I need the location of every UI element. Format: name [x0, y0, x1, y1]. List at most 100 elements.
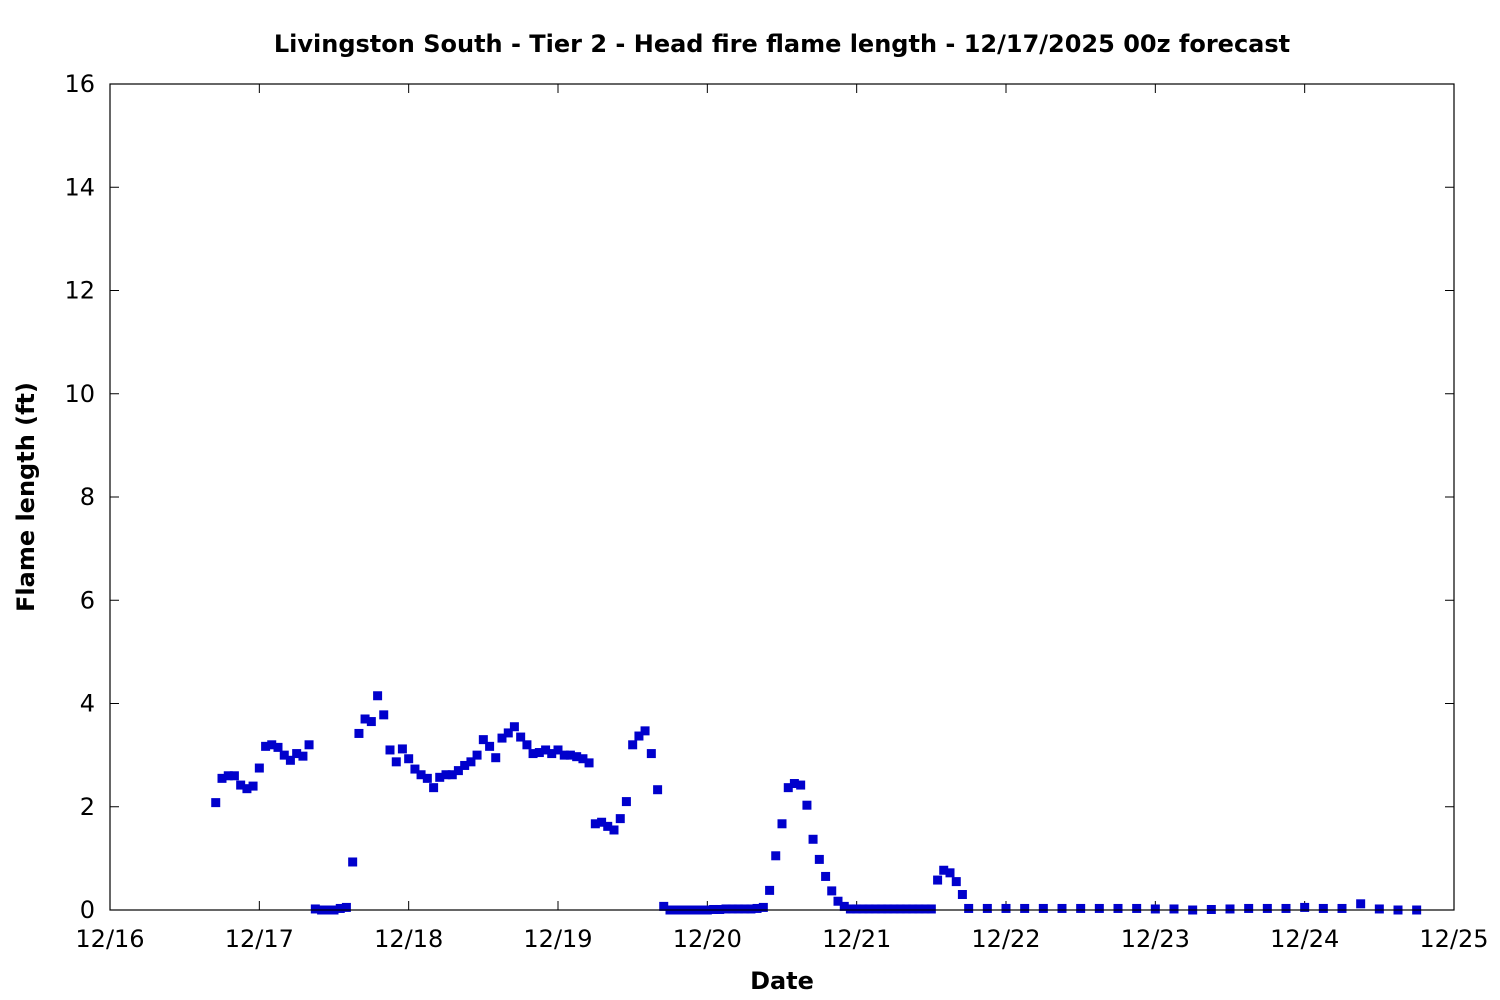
data-point — [640, 726, 650, 736]
data-point — [416, 770, 426, 780]
data-point — [516, 732, 526, 742]
data-point — [472, 750, 482, 760]
chart-title: Livingston South - Tier 2 - Head fire fl… — [274, 30, 1290, 58]
data-point — [864, 904, 874, 914]
data-point — [292, 749, 302, 759]
data-point — [1300, 902, 1310, 912]
data-point — [385, 745, 395, 755]
data-point — [1001, 903, 1011, 913]
data-point — [827, 886, 837, 896]
data-point — [1356, 899, 1366, 909]
data-point — [261, 741, 271, 751]
data-point — [522, 740, 532, 750]
y-tick-label: 4 — [80, 690, 95, 718]
data-point — [889, 904, 899, 914]
data-point — [858, 904, 868, 914]
data-point — [304, 740, 314, 750]
axis-ticks: 12/16 12/17 12/18 12/19 12/20 12/21 12/22 12/23… — [64, 70, 1488, 953]
data-point — [491, 753, 501, 763]
y-tick-label: 0 — [80, 896, 95, 924]
data-point — [603, 821, 613, 831]
x-tick-label: 12/17 — [225, 925, 294, 953]
data-point — [1020, 903, 1030, 913]
x-tick-label: 12/24 — [1270, 925, 1339, 953]
data-point — [845, 904, 855, 914]
data-point — [441, 770, 451, 780]
data-point — [1169, 904, 1179, 914]
data-point — [485, 741, 495, 751]
y-tick-label: 10 — [64, 380, 95, 408]
data-point — [802, 800, 812, 810]
data-point — [1113, 903, 1123, 913]
data-point — [833, 896, 843, 906]
x-tick-label: 12/19 — [523, 925, 592, 953]
data-point — [1262, 903, 1272, 913]
data-point — [273, 742, 283, 752]
data-point — [1374, 904, 1384, 914]
y-tick-label: 16 — [64, 70, 95, 98]
data-point — [883, 904, 893, 914]
data-point — [634, 731, 644, 741]
data-point — [964, 903, 974, 913]
y-tick-label: 8 — [80, 483, 95, 511]
data-point — [1094, 903, 1104, 913]
data-point — [223, 771, 233, 781]
y-tick-label: 6 — [80, 586, 95, 614]
data-point — [914, 904, 924, 914]
data-point — [733, 904, 743, 914]
data-point — [466, 757, 476, 767]
data-point — [229, 771, 239, 781]
data-point — [740, 904, 750, 914]
data-point — [541, 745, 551, 755]
y-tick-label: 12 — [64, 277, 95, 305]
data-point — [939, 865, 949, 875]
data-point — [578, 754, 588, 764]
data-point — [621, 797, 631, 807]
data-point — [503, 728, 513, 738]
data-point — [217, 773, 227, 783]
data-point — [310, 904, 320, 914]
data-point — [933, 875, 943, 885]
data-point — [771, 851, 781, 861]
data-point — [808, 834, 818, 844]
data-point — [870, 904, 880, 914]
data-point — [559, 750, 569, 760]
data-point — [422, 773, 432, 783]
data-point — [236, 780, 246, 790]
data-point — [821, 871, 831, 881]
data-point — [410, 764, 420, 774]
data-point — [765, 885, 775, 895]
data-point — [646, 749, 656, 759]
data-point — [926, 904, 936, 914]
data-point — [391, 757, 401, 767]
data-point — [951, 877, 961, 887]
y-axis-label: Flame length (ft) — [12, 382, 40, 612]
data-point — [659, 901, 669, 911]
data-point — [366, 717, 376, 727]
data-point — [628, 740, 638, 750]
data-point — [908, 904, 918, 914]
data-point — [877, 904, 887, 914]
data-point — [397, 744, 407, 754]
data-point — [796, 780, 806, 790]
data-point — [447, 770, 457, 780]
data-point — [373, 691, 383, 701]
x-tick-label: 12/20 — [673, 925, 742, 953]
x-tick-label: 12/22 — [971, 925, 1040, 953]
data-point — [957, 890, 967, 900]
data-point — [814, 854, 824, 864]
data-point — [285, 755, 295, 765]
data-point — [379, 710, 389, 720]
data-point — [721, 904, 731, 914]
data-point — [1057, 903, 1067, 913]
data-point — [758, 902, 768, 912]
data-point — [453, 766, 463, 776]
data-point — [460, 760, 470, 770]
x-tick-label: 12/25 — [1419, 925, 1488, 953]
data-point — [615, 814, 625, 824]
data-point — [609, 825, 619, 835]
data-point — [572, 752, 582, 762]
data-point — [360, 714, 370, 724]
data-point — [727, 904, 737, 914]
data-point — [852, 904, 862, 914]
